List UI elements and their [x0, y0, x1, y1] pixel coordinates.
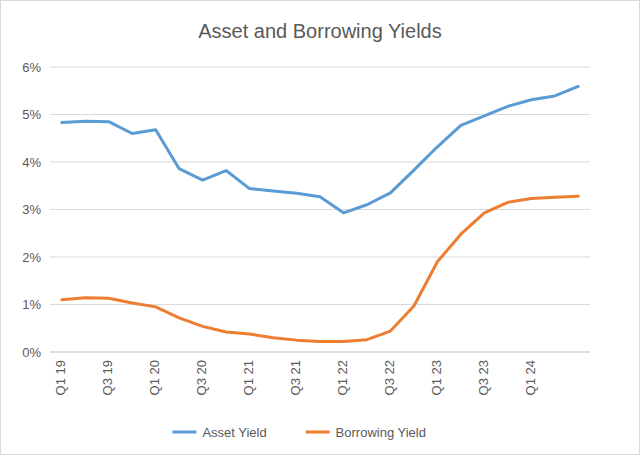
grid-line [50, 257, 590, 258]
plot-area [62, 86, 579, 341]
y-tick-label: 2% [22, 250, 41, 265]
y-tick-label: 3% [22, 202, 41, 217]
legend-swatch [172, 431, 196, 434]
x-tick-label: Q3 21 [288, 360, 303, 395]
x-axis [50, 352, 590, 353]
grid-line [50, 162, 590, 163]
series-line [62, 86, 579, 212]
legend-swatch [306, 431, 330, 434]
chart-border [1, 1, 640, 455]
y-tick-label: 5% [22, 107, 41, 122]
y-tick-label: 1% [22, 297, 41, 312]
grid-line [50, 209, 590, 210]
x-tick-label: Q3 23 [476, 360, 491, 395]
x-tick-label: Q1 22 [335, 360, 350, 395]
x-tick-label: Q1 24 [523, 360, 538, 395]
title: Asset and Borrowing Yields [198, 20, 441, 42]
x-tick-label: Q3 22 [382, 360, 397, 395]
legend-label: Asset Yield [202, 425, 266, 440]
legend-label: Borrowing Yield [336, 425, 426, 440]
grid-line [50, 114, 590, 115]
x-tick-label: Q3 20 [194, 360, 209, 395]
x-tick-label: Q1 21 [241, 360, 256, 395]
y-tick-label: 0% [22, 345, 41, 360]
x-tick-label: Q1 19 [53, 360, 68, 395]
series-line [62, 196, 579, 341]
y-tick-label: 6% [22, 60, 41, 75]
x-tick-label: Q1 20 [147, 360, 162, 395]
x-tick-label: Q3 19 [100, 360, 115, 395]
grid-line [50, 67, 590, 68]
x-tick-label: Q1 23 [429, 360, 444, 395]
chart: Asset and Borrowing Yields 0% 1% 2% 3% 4% 5% 6%… [0, 0, 640, 455]
y-tick-label: 4% [22, 155, 41, 170]
